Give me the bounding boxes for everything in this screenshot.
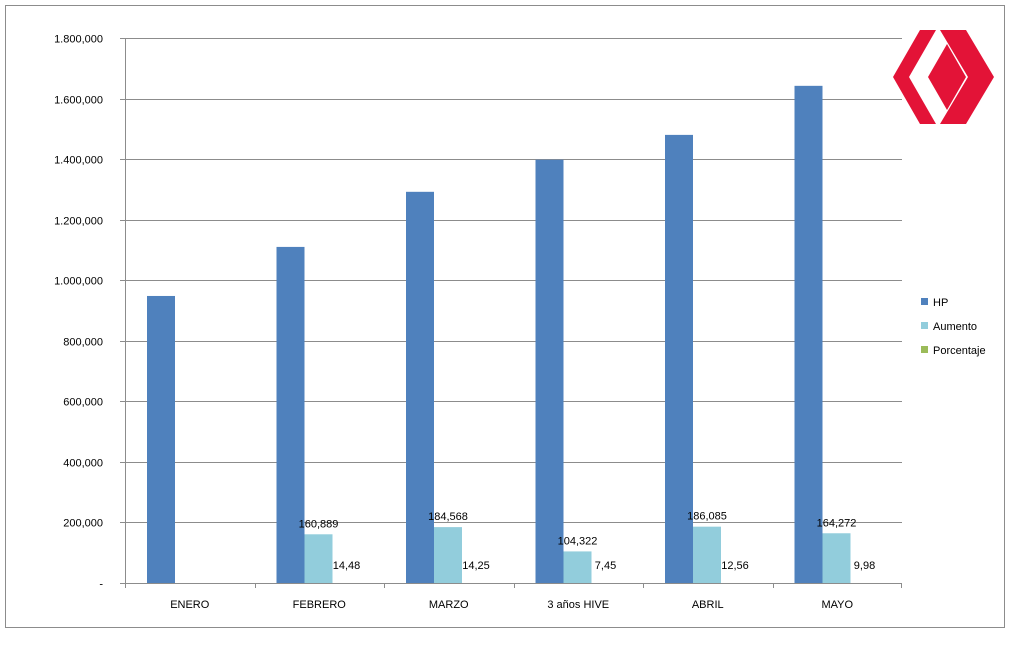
bar-aumento [305, 534, 333, 583]
data-label: 9,98 [854, 560, 875, 572]
y-tick-label: 1.800,000 [54, 34, 103, 46]
bar-aumento [564, 551, 592, 583]
legend-label: HP [933, 297, 948, 309]
bar-hp [277, 247, 305, 583]
y-tick-label: 1.200,000 [54, 216, 103, 228]
x-tick-label: FEBRERO [293, 599, 347, 611]
x-tick-label: 3 años HIVE [547, 599, 609, 611]
data-label: 7,45 [595, 560, 616, 572]
legend-swatch-hp [921, 298, 928, 305]
bar-hp [406, 192, 434, 583]
bar-aumento [693, 527, 721, 583]
legend-swatch-aumento [921, 322, 928, 329]
bar-aumento [434, 527, 462, 583]
data-label: 164,272 [817, 517, 857, 529]
bar-aumento [823, 533, 851, 583]
data-label: 12,56 [721, 560, 749, 572]
x-tick-label: MAYO [821, 599, 853, 611]
legend-label: Porcentaje [933, 345, 986, 357]
x-tick-label: MARZO [429, 599, 469, 611]
x-tick-label: ABRIL [692, 599, 724, 611]
y-tick-label: 800,000 [63, 337, 103, 349]
bar-hp [147, 296, 175, 583]
data-label: 14,48 [333, 560, 361, 572]
legend-swatch-porcentaje [921, 346, 928, 353]
y-tick-label: - [99, 579, 103, 591]
y-tick-label: 1.400,000 [54, 155, 103, 167]
data-label: 104,322 [558, 535, 598, 547]
y-tick-label: 1.600,000 [54, 95, 103, 107]
y-tick-label: 1.000,000 [54, 276, 103, 288]
y-tick-label: 200,000 [63, 518, 103, 530]
bar-hp [795, 86, 823, 583]
data-label: 14,25 [462, 560, 490, 572]
y-tick-label: 600,000 [63, 397, 103, 409]
x-tick-label: ENERO [170, 599, 210, 611]
bar-hp [536, 160, 564, 583]
data-label: 184,568 [428, 511, 468, 523]
data-label: 160,889 [299, 518, 339, 530]
data-label: 186,085 [687, 511, 727, 523]
y-tick-label: 400,000 [63, 458, 103, 470]
legend-label: Aumento [933, 321, 977, 333]
